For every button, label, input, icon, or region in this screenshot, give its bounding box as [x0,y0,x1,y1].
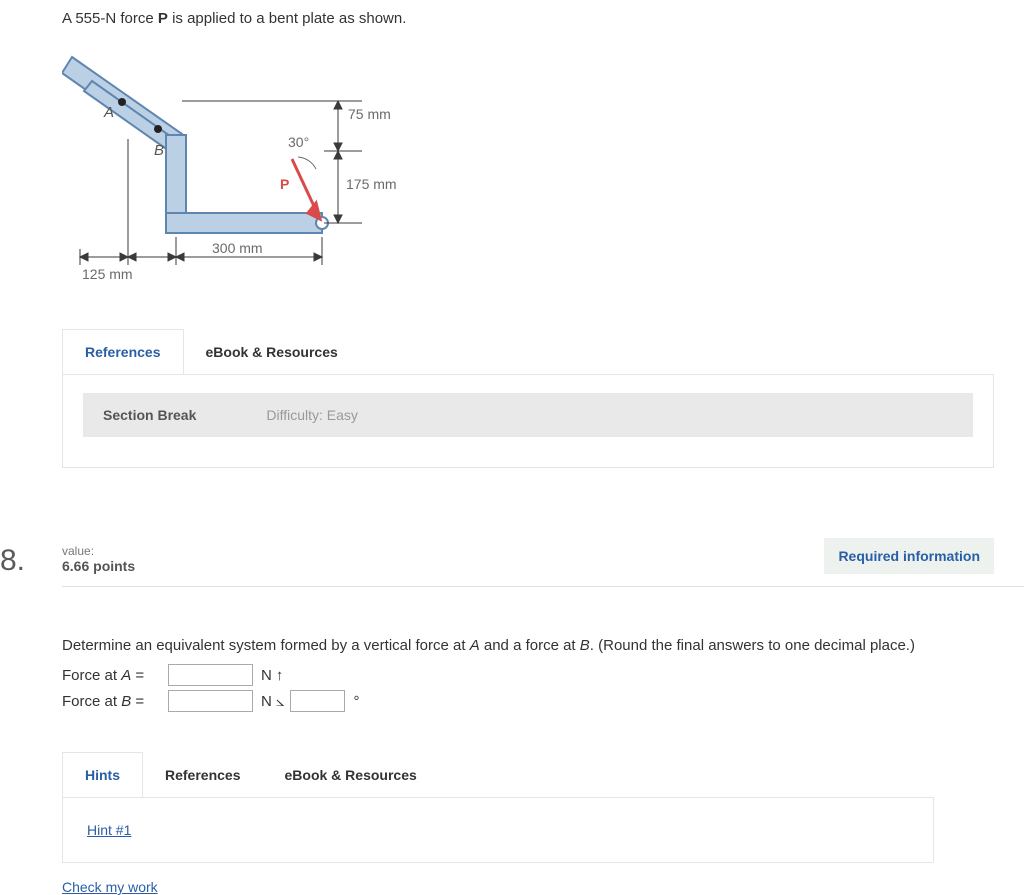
fig-angle: 30° [288,134,309,150]
prompt-mid: and a force at [480,637,580,654]
prompt-B: B [580,637,590,654]
section-break-label: Section Break [103,407,196,423]
points-value: 6.66 points [62,558,135,574]
force-a-row: Force at A = N ↑ [62,664,994,686]
fig-dim-125: 125 mm [82,266,133,282]
fig-dim-75: 75 mm [348,106,391,122]
value-label: value: [62,544,135,558]
force-a-unit: N [261,667,272,684]
fig-dim-175: 175 mm [346,176,397,192]
question-body: Determine an equivalent system formed by… [62,637,1024,895]
prompt-pre: Determine an equivalent system formed by… [62,637,470,654]
section-break-bar: Section Break Difficulty: Easy [83,393,973,437]
tabs-hints: Hints References eBook & Resources Hint … [62,752,994,863]
fig-label-P: P [280,176,289,192]
prompt-A: A [470,637,480,654]
tab-ebook-2[interactable]: eBook & Resources [263,752,439,797]
force-b-label: Force at B = [62,693,162,710]
bent-plate-figure: P A B 30° 75 mm 175 mm [62,39,402,299]
up-arrow-icon: ↑ [276,667,284,684]
difficulty-label: Difficulty: Easy [266,407,358,423]
force-b-row: Force at B = N ⦣ ° [62,690,994,712]
force-a-input[interactable] [168,664,253,686]
hint-1-link[interactable]: Hint #1 [87,816,131,844]
problem-statement: A 555-N force P is applied to a bent pla… [62,10,1024,27]
hints-panel: Hint #1 [62,797,934,863]
force-b-degree: ° [353,693,359,710]
fig-dim-300: 300 mm [212,240,263,256]
tab-references-2[interactable]: References [143,752,263,797]
question-number: 8. [0,544,25,578]
required-info-button[interactable]: Required information [824,538,994,574]
question-header: 8. value: 6.66 points Required informati… [62,538,1024,587]
question-prompt: Determine an equivalent system formed by… [62,637,994,654]
problem-bold: P [158,10,168,27]
problem-post: is applied to a bent plate as shown. [168,10,407,27]
force-b-unit: N [261,693,272,710]
tab-references[interactable]: References [62,329,184,374]
fig-label-B: B [154,142,164,159]
tab-hints[interactable]: Hints [62,752,143,797]
check-my-work-link[interactable]: Check my work [62,879,158,895]
force-b-angle-input[interactable] [290,690,345,712]
tab-ebook[interactable]: eBook & Resources [184,329,360,374]
prompt-post: . (Round the final answers to one decima… [590,637,915,654]
force-b-magnitude-input[interactable] [168,690,253,712]
fig-label-A: A [103,104,114,121]
force-a-label: Force at A = [62,667,162,684]
references-panel: Section Break Difficulty: Easy [62,374,994,468]
tabs-references: References eBook & Resources Section Bre… [62,329,994,468]
angle-icon: ⦣ [276,693,285,710]
problem-pre: A 555-N force [62,10,158,27]
